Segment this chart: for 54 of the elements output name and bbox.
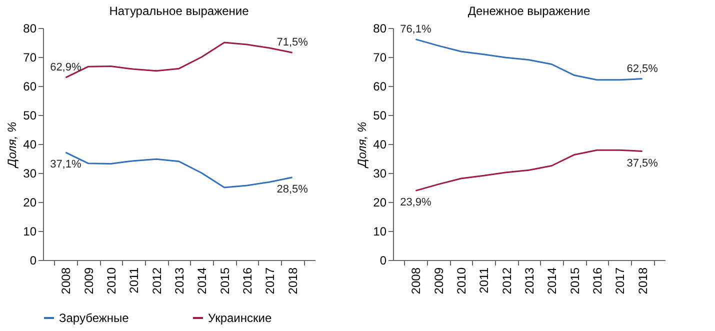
x-tick-label: 2014	[545, 267, 560, 294]
y-tick-label: 50	[373, 108, 387, 122]
x-tick-label: 2015	[218, 267, 232, 294]
annotation: 37,5%	[626, 157, 658, 170]
chart-title: Денежное выражение	[468, 4, 590, 18]
x-tick-label: 2008	[409, 267, 424, 294]
legend-label: Украинские	[208, 311, 272, 325]
x-tick-label: 2008	[59, 267, 74, 294]
x-tick-label: 2009	[432, 267, 446, 294]
y-tick-label: 70	[373, 50, 387, 64]
annotation: 62,9%	[50, 62, 82, 74]
y-tick-label: 50	[23, 108, 37, 122]
y-tick-label: 10	[373, 224, 387, 238]
x-tick-label: 2012	[500, 267, 514, 294]
annotation: 37,1%	[50, 158, 82, 170]
y-axis-title: Доля, %	[355, 121, 370, 170]
y-tick-label: 0	[380, 254, 387, 268]
annotation: 28,5%	[276, 183, 308, 196]
y-tick-label: 30	[373, 166, 387, 180]
y-tick-label: 40	[23, 138, 37, 152]
x-tick-label: 2011	[127, 267, 142, 294]
x-tick-label: 2015	[568, 267, 582, 294]
chart-title: Натуральное выражение	[109, 4, 250, 18]
annotation: 71,5%	[276, 36, 308, 49]
y-tick-label: 60	[373, 80, 387, 94]
x-tick-label: 2017	[613, 267, 628, 294]
x-tick-label: 2009	[82, 267, 96, 294]
x-tick-label: 2013	[172, 267, 186, 294]
annotation: 23,9%	[400, 196, 432, 209]
x-tick-label: 2016	[240, 267, 254, 294]
x-tick-label: 2016	[590, 267, 604, 294]
legend-label: Зарубежные	[59, 311, 130, 325]
x-tick-label: 2011	[477, 267, 492, 294]
y-tick-label: 20	[23, 196, 37, 210]
y-tick-label: 80	[373, 22, 387, 36]
annotation: 62,5%	[626, 62, 658, 75]
x-tick-label: 2018	[636, 267, 650, 294]
y-tick-label: 0	[30, 254, 37, 268]
y-tick-label: 70	[23, 50, 37, 64]
x-tick-label: 2013	[522, 267, 536, 294]
y-axis-title: Доля, %	[5, 121, 20, 170]
y-tick-label: 40	[373, 138, 387, 152]
annotation: 76,1%	[400, 23, 432, 36]
y-tick-label: 20	[373, 196, 387, 210]
x-tick-label: 2010	[454, 267, 468, 294]
y-tick-label: 10	[23, 224, 37, 238]
y-tick-label: 30	[23, 166, 37, 180]
x-tick-label: 2018	[286, 267, 300, 294]
x-tick-label: 2014	[195, 267, 210, 294]
x-tick-label: 2017	[263, 267, 278, 294]
x-tick-label: 2012	[150, 267, 164, 294]
x-tick-label: 2010	[104, 267, 118, 294]
y-tick-label: 60	[23, 80, 37, 94]
y-tick-label: 80	[23, 22, 37, 36]
